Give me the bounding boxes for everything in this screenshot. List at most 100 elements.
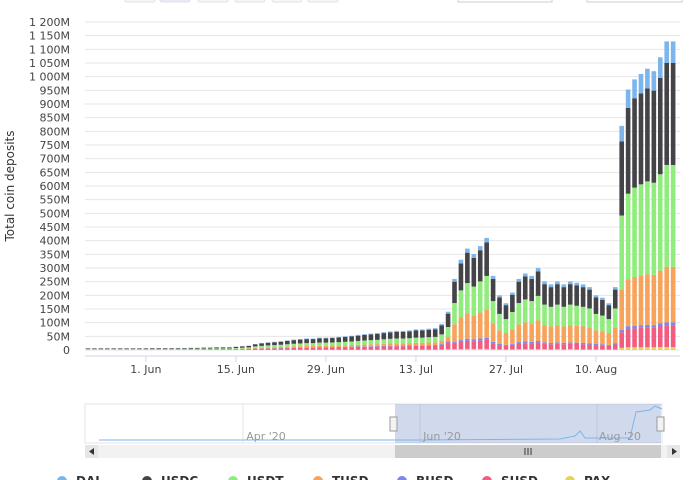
legend-item[interactable]: BUSD bbox=[397, 474, 454, 480]
bar-segment bbox=[670, 325, 676, 347]
bar-segment bbox=[104, 348, 110, 350]
bar-segment bbox=[657, 270, 663, 324]
bar-segment bbox=[227, 347, 232, 349]
bar-segment bbox=[252, 344, 258, 347]
bar-segment bbox=[503, 319, 509, 334]
bar-segment bbox=[497, 343, 502, 346]
bar-segment bbox=[439, 344, 444, 345]
bar-segment bbox=[420, 342, 425, 346]
bar-segment bbox=[471, 286, 477, 316]
bar-segment bbox=[651, 90, 657, 183]
range-button[interactable] bbox=[197, 0, 229, 3]
bar-segment bbox=[535, 295, 541, 321]
bar-segment bbox=[612, 289, 618, 309]
bar-segment bbox=[413, 345, 419, 346]
bar-segment bbox=[587, 289, 592, 309]
bar-segment bbox=[490, 341, 496, 344]
bar-segment bbox=[651, 347, 657, 350]
legend-item[interactable]: PAX bbox=[565, 474, 611, 480]
bar-segment bbox=[619, 125, 624, 142]
bar-segment bbox=[278, 346, 284, 348]
date-input[interactable] bbox=[457, 0, 553, 3]
bar-segment bbox=[555, 281, 560, 285]
range-button[interactable] bbox=[271, 0, 303, 3]
bar-segment bbox=[632, 98, 637, 188]
bar-segment bbox=[413, 337, 419, 343]
bar-segment bbox=[651, 274, 657, 326]
bar-segment bbox=[259, 345, 264, 348]
bar-segment bbox=[317, 338, 322, 343]
navigator-handle[interactable] bbox=[389, 416, 398, 432]
legend-item[interactable]: USDC bbox=[142, 474, 198, 480]
bar-segment bbox=[670, 164, 676, 267]
bar-segment bbox=[510, 344, 515, 350]
bar-segment bbox=[625, 326, 631, 329]
bar-segment bbox=[670, 346, 676, 350]
bar-segment bbox=[535, 268, 541, 272]
bar-segment bbox=[452, 342, 457, 344]
legend-item[interactable]: USDT bbox=[228, 474, 284, 480]
bar-segment bbox=[272, 347, 277, 349]
bar-segment bbox=[503, 344, 509, 346]
bar-segment bbox=[632, 325, 637, 329]
legend-item[interactable]: SUSD bbox=[482, 474, 538, 480]
date-input[interactable] bbox=[586, 0, 683, 3]
bar-segment bbox=[548, 349, 554, 350]
bar-segment bbox=[484, 339, 489, 349]
navigator-selection[interactable] bbox=[395, 404, 661, 443]
bar-segment bbox=[567, 343, 573, 350]
bar-segment bbox=[567, 325, 573, 343]
y-tick-label: 300M bbox=[40, 262, 71, 275]
legend-label: TUSD bbox=[332, 474, 369, 480]
legend-item[interactable]: DAI bbox=[57, 474, 100, 480]
bar-segment bbox=[452, 281, 457, 303]
bar-segment bbox=[503, 345, 509, 350]
range-button[interactable] bbox=[159, 0, 191, 3]
bar-segment bbox=[612, 287, 618, 290]
bar-segment bbox=[471, 341, 477, 349]
bar-segment bbox=[484, 242, 489, 276]
bar-segment bbox=[432, 329, 438, 337]
legend-label: DAI bbox=[76, 474, 100, 480]
bar-segment bbox=[265, 345, 271, 348]
bar-segment bbox=[342, 336, 348, 338]
navigator-handle[interactable] bbox=[656, 416, 665, 432]
bar-segment bbox=[368, 340, 374, 345]
bar-segment bbox=[561, 342, 567, 345]
bar-segment bbox=[375, 333, 380, 340]
y-tick-label: 350M bbox=[40, 248, 71, 261]
y-tick-label: 1 000M bbox=[29, 71, 70, 84]
bar-segment bbox=[670, 266, 676, 323]
bar-segment bbox=[252, 346, 258, 348]
bar-segment bbox=[342, 347, 348, 350]
legend-item[interactable]: TUSD bbox=[313, 474, 369, 480]
range-button[interactable] bbox=[234, 0, 266, 3]
bar-segment bbox=[452, 343, 457, 350]
bar-segment bbox=[117, 348, 123, 350]
range-button[interactable] bbox=[307, 0, 339, 3]
bar-segment bbox=[542, 349, 547, 350]
bar-segment bbox=[465, 313, 470, 339]
bar-segment bbox=[522, 299, 528, 323]
bar-segment bbox=[477, 250, 483, 282]
scroll-grip bbox=[524, 448, 532, 455]
bar-segment bbox=[259, 348, 264, 350]
bar-segment bbox=[420, 337, 425, 343]
bar-segment bbox=[220, 347, 226, 349]
navigator-label: Aug '20 bbox=[599, 430, 641, 443]
legend: DAI USDC USDT TUSD BUSD SUSD PAX bbox=[57, 474, 611, 480]
bar-segment bbox=[452, 349, 457, 350]
bar-segment bbox=[587, 287, 592, 290]
range-button[interactable] bbox=[124, 0, 156, 3]
bar-segment bbox=[426, 345, 432, 346]
legend-symbol bbox=[397, 476, 407, 480]
bar-segment bbox=[291, 340, 297, 344]
bar-segment bbox=[555, 349, 560, 350]
bar-segment bbox=[645, 327, 650, 348]
bar-segment bbox=[484, 275, 489, 310]
bar-segment bbox=[619, 330, 624, 333]
bar-segment bbox=[130, 348, 136, 350]
bar-segment bbox=[188, 347, 194, 349]
bar-segment bbox=[195, 348, 200, 350]
